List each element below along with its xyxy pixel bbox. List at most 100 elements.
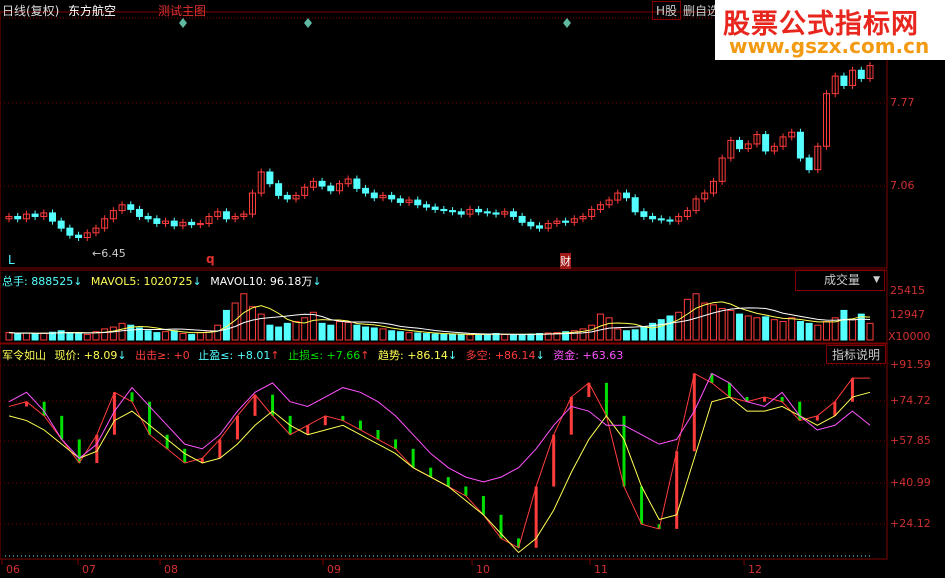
candle-body bbox=[823, 93, 831, 147]
volume-bar bbox=[779, 321, 787, 341]
volume-bar bbox=[188, 333, 196, 341]
indicator-help-button[interactable]: 指标说明 bbox=[826, 345, 886, 364]
candle-body bbox=[631, 197, 639, 213]
period-label[interactable]: 日线(复权) bbox=[2, 4, 60, 18]
volume-bar bbox=[283, 322, 291, 341]
candle-body bbox=[283, 194, 291, 200]
volume-bar bbox=[31, 333, 39, 341]
date-label: 10 bbox=[476, 563, 490, 576]
candle-body bbox=[814, 145, 822, 171]
volume-bar bbox=[440, 333, 448, 341]
volume-bar bbox=[518, 333, 526, 341]
candle-body bbox=[101, 218, 109, 229]
panel-frame bbox=[0, 343, 888, 560]
candle-body bbox=[162, 220, 170, 224]
panel-frame bbox=[0, 269, 888, 344]
volume-bar bbox=[344, 321, 352, 341]
volume-bar bbox=[770, 319, 778, 341]
q-marker[interactable]: q bbox=[206, 252, 215, 266]
volume-bar bbox=[788, 317, 796, 341]
volume-bar bbox=[127, 324, 135, 341]
volume-bar bbox=[92, 331, 100, 341]
watermark-logo: 股票公式指标网 www.gszx.com.cn bbox=[715, 0, 945, 60]
candle-body bbox=[266, 171, 274, 185]
volume-bar bbox=[866, 322, 874, 341]
volume-bar bbox=[536, 333, 544, 341]
candle-body bbox=[501, 211, 509, 215]
volume-bar bbox=[475, 333, 483, 341]
volume-bar bbox=[153, 332, 161, 341]
volume-bar bbox=[718, 308, 726, 341]
candle-body bbox=[188, 221, 196, 226]
volume-bar bbox=[40, 332, 48, 341]
candle-body bbox=[301, 186, 309, 196]
volume-bar bbox=[422, 333, 430, 341]
volume-bar bbox=[75, 333, 83, 341]
chevron-down-icon: ▼ bbox=[873, 275, 880, 285]
volume-unit: X10000 bbox=[888, 330, 931, 343]
volume-bar bbox=[144, 330, 152, 341]
volume-bar bbox=[631, 329, 639, 341]
candle-body bbox=[405, 199, 413, 203]
finance-marker[interactable]: 财 bbox=[560, 253, 571, 269]
volume-legend: 总手: 888525↓ MAVOL5: 1020725↓ MAVOL10: 96… bbox=[2, 275, 322, 288]
diamond-marker bbox=[304, 18, 312, 28]
candle-body bbox=[509, 211, 517, 217]
volume-bar bbox=[857, 313, 865, 341]
candle-body bbox=[205, 215, 213, 224]
candle-body bbox=[736, 139, 744, 150]
candle-body bbox=[249, 192, 257, 215]
candle-body bbox=[222, 211, 230, 220]
candle-body bbox=[536, 225, 544, 229]
candle-body bbox=[866, 65, 874, 79]
volume-bar bbox=[727, 309, 735, 341]
volume-bar bbox=[492, 333, 500, 341]
volume-bar bbox=[379, 328, 387, 341]
candle-body bbox=[48, 212, 56, 222]
low-price-label: ←6.45 bbox=[92, 247, 126, 260]
volume-bar bbox=[135, 327, 143, 341]
formula-name[interactable]: 测试主图 bbox=[158, 4, 207, 18]
volume-bar bbox=[709, 304, 717, 341]
volume-bar bbox=[640, 326, 648, 341]
remove-favorite-button[interactable]: 删自选 bbox=[683, 4, 720, 18]
volume-bar bbox=[849, 319, 857, 341]
volume-bar bbox=[753, 317, 761, 341]
volume-bar bbox=[266, 324, 274, 341]
volume-bar bbox=[109, 326, 117, 341]
candle-body bbox=[605, 199, 613, 206]
volume-bar bbox=[275, 326, 283, 341]
candle-body bbox=[388, 194, 396, 200]
candle-body bbox=[770, 145, 778, 152]
candle-body bbox=[57, 220, 65, 229]
volume-bar bbox=[527, 333, 535, 341]
volume-indicator-select[interactable]: 成交量 ▼ bbox=[795, 270, 885, 291]
volume-tick: 12947 bbox=[890, 308, 925, 321]
candle-body bbox=[309, 180, 317, 188]
indicator-tick: +24.12 bbox=[890, 517, 931, 530]
mavol5: MAVOL5: 1020725 bbox=[90, 275, 193, 288]
candle-body bbox=[379, 194, 387, 199]
candle-body bbox=[796, 131, 804, 159]
candle-body bbox=[83, 232, 91, 239]
volume-bar bbox=[831, 317, 839, 341]
candle-body bbox=[475, 208, 483, 213]
candle-body bbox=[335, 183, 343, 192]
volume-bar bbox=[370, 327, 378, 341]
candle-body bbox=[5, 215, 13, 220]
date-label: 06 bbox=[6, 563, 20, 576]
candle-body bbox=[588, 208, 596, 217]
candle-body bbox=[527, 221, 535, 227]
volume-bar bbox=[614, 328, 622, 341]
candle-body bbox=[449, 210, 457, 213]
candle-body bbox=[570, 218, 578, 223]
candle-body bbox=[240, 213, 248, 217]
candle-body bbox=[144, 215, 152, 220]
volume-bar bbox=[483, 333, 491, 341]
volume-bar bbox=[657, 319, 665, 341]
volume-bar bbox=[318, 322, 326, 341]
indicator-line bbox=[8, 372, 871, 483]
h-share-button[interactable]: H股 bbox=[652, 1, 682, 20]
candle-body bbox=[292, 194, 300, 200]
left-marker: L bbox=[8, 253, 15, 267]
